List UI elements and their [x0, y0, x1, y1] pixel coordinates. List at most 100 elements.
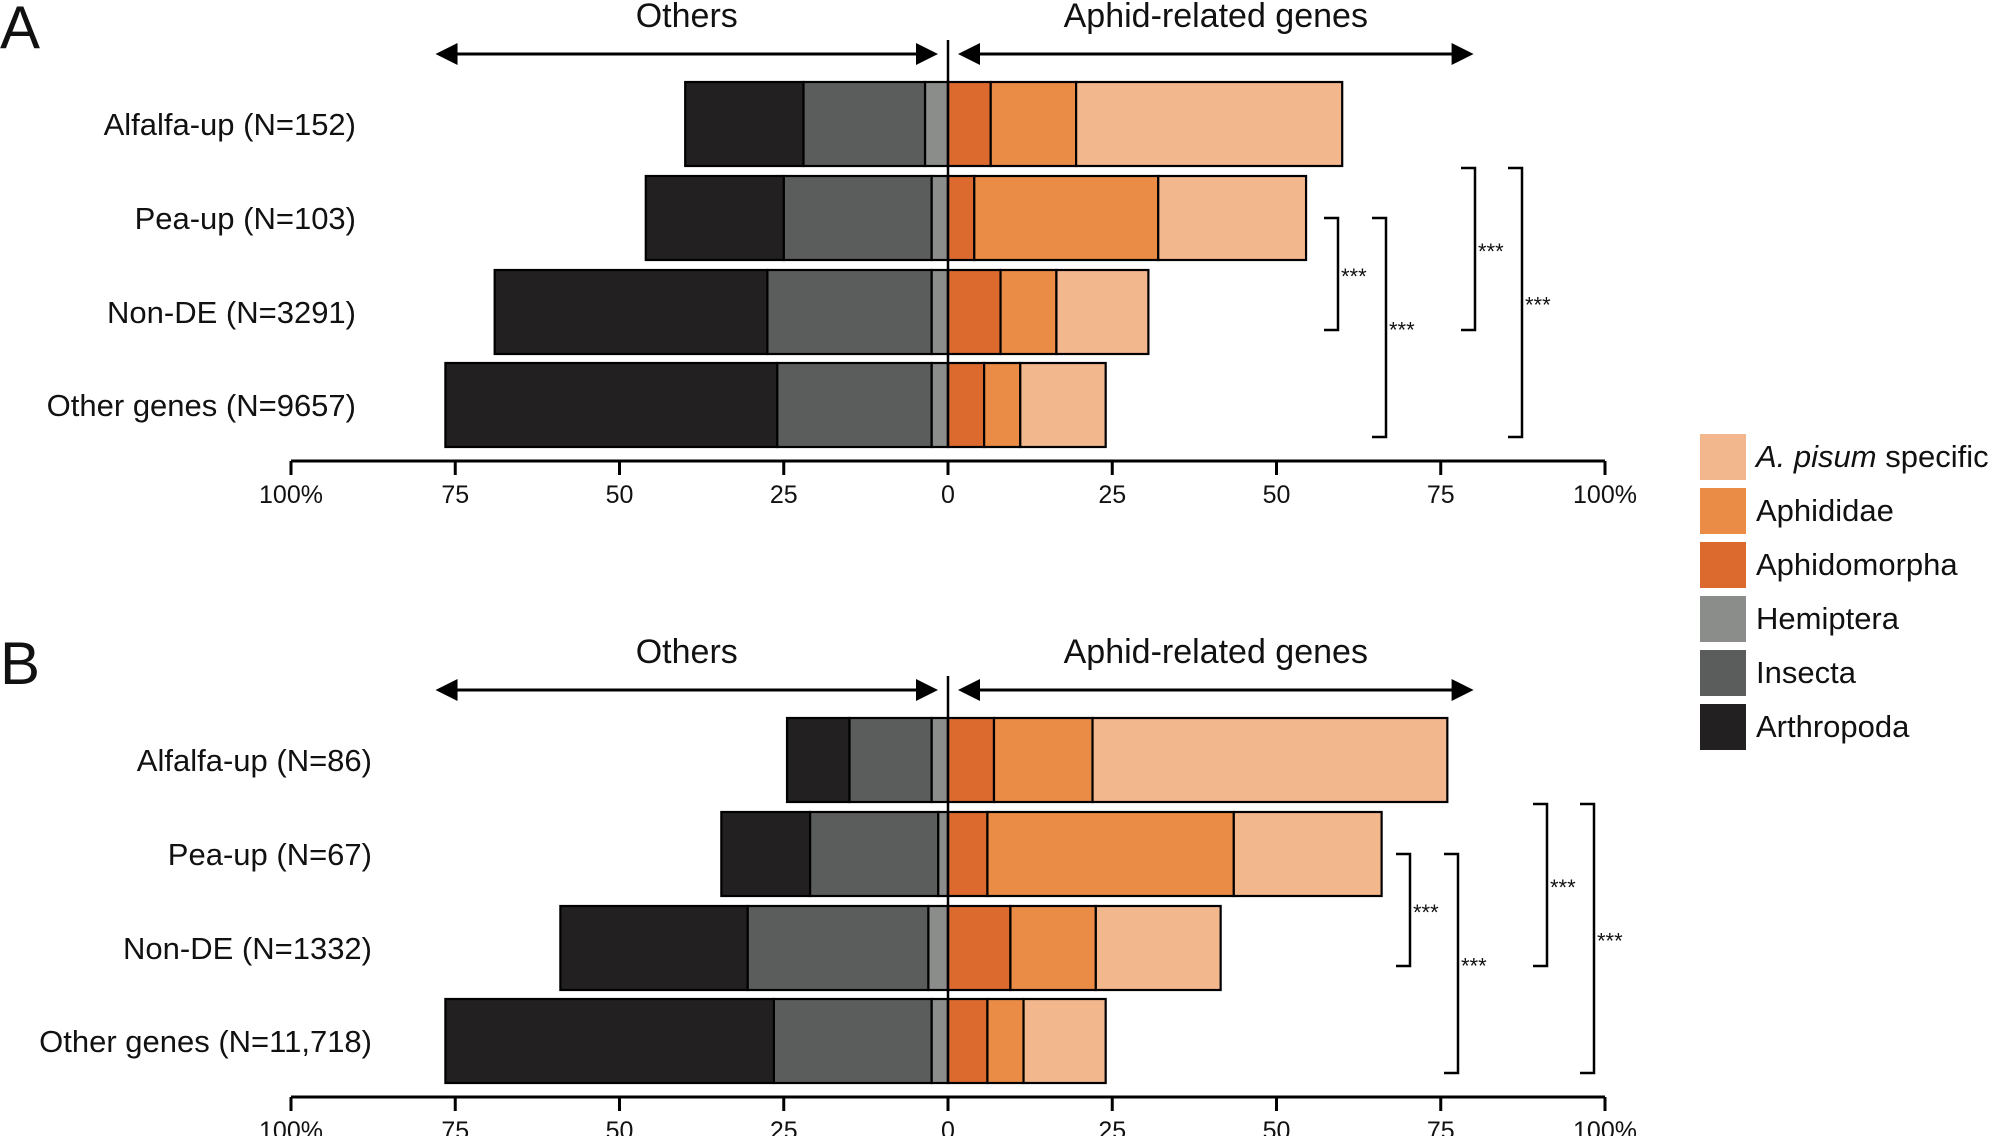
significance-bracket	[1461, 166, 1477, 332]
category-label: Alfalfa-up (N=152)	[104, 107, 356, 142]
others-group-label: Others	[636, 633, 738, 671]
category-label: Other genes (N=11,718)	[39, 1024, 372, 1059]
bar-segment-aphididae	[1009, 904, 1097, 992]
arrowhead-icon	[916, 679, 938, 701]
x-tick-label: 75	[1427, 481, 1455, 509]
bar-segment-aphididae	[989, 80, 1078, 168]
arrowhead-icon	[435, 679, 458, 701]
x-tick-label: 50	[606, 481, 634, 509]
significance-bracket	[1444, 852, 1460, 1075]
panel-label: A	[0, 0, 40, 61]
x-tick-label: 100%	[1573, 1117, 1637, 1136]
legend-label: A. pisum specific	[1756, 439, 1989, 475]
bar-segment-hemiptera	[930, 174, 950, 262]
bar-segment-aphididae	[986, 810, 1235, 898]
x-tick-label: 100%	[1573, 481, 1637, 509]
bar-segment-insecta	[782, 174, 933, 262]
legend: A. pisum specific Aphididae Aphidomorpha He…	[1700, 430, 2000, 754]
legend-item: Insecta	[1700, 646, 2000, 700]
x-tick-label: 75	[1427, 1117, 1455, 1136]
legend-label-text: Arthropoda	[1756, 709, 1910, 744]
legend-label: Aphidomorpha	[1756, 547, 1958, 583]
legend-item: Hemiptera	[1700, 592, 2000, 646]
bar-segment-hemiptera	[937, 810, 950, 898]
bar-segment-aphididae	[999, 268, 1058, 356]
x-tick-label: 75	[441, 481, 469, 509]
significance-bracket	[1580, 802, 1596, 1075]
category-label: Pea-up (N=103)	[135, 201, 356, 236]
bar-segment-insecta	[848, 716, 933, 804]
bar-segment-a-pisum-specific	[1091, 716, 1449, 804]
bar-segment-insecta	[808, 810, 940, 898]
bar-segment-aphididae	[986, 997, 1025, 1085]
x-tick-label: 100%	[259, 1117, 323, 1136]
significance-label: ***	[1550, 875, 1576, 900]
legend-swatch	[1700, 650, 1746, 696]
x-tick-label: 0	[941, 1117, 955, 1136]
bar-segment-aphidomorpha	[946, 716, 996, 804]
arrowhead-icon	[1451, 679, 1474, 701]
arrowhead-icon	[435, 43, 458, 65]
significance-bracket	[1324, 216, 1340, 332]
x-tick-label: 0	[941, 481, 955, 509]
significance-label: ***	[1461, 954, 1487, 979]
bar-segment-insecta	[766, 268, 933, 356]
bar-segment-a-pisum-specific	[1055, 268, 1150, 356]
legend-label: Insecta	[1756, 655, 1856, 691]
x-tick-label: 100%	[259, 481, 323, 509]
category-label: Non-DE (N=3291)	[107, 295, 356, 330]
significance-bracket	[1533, 802, 1549, 968]
x-tick-label: 25	[770, 1117, 798, 1136]
category-label: Other genes (N=9657)	[47, 388, 356, 423]
category-label: Pea-up (N=67)	[168, 837, 372, 872]
aphid-group-label: Aphid-related genes	[1064, 633, 1368, 671]
bar-segment-hemiptera	[930, 997, 950, 1085]
legend-label-text: Aphidomorpha	[1756, 547, 1958, 582]
panel-label: B	[0, 630, 40, 697]
bar-segment-insecta	[776, 361, 933, 449]
legend-item: Aphididae	[1700, 484, 2000, 538]
legend-label-text: Aphididae	[1756, 493, 1894, 528]
bar-segment-hemiptera	[930, 361, 950, 449]
legend-label-text: specific	[1876, 439, 1989, 474]
bar-segment-aphidomorpha	[946, 904, 1012, 992]
significance-label: ***	[1413, 900, 1439, 925]
arrowhead-icon	[916, 43, 938, 65]
bar-segment-arthropoda	[444, 361, 779, 449]
bar-segment-arthropoda	[785, 716, 851, 804]
legend-item: A. pisum specific	[1700, 430, 2000, 484]
legend-swatch	[1700, 434, 1746, 480]
bar-segment-a-pisum-specific	[1157, 174, 1308, 262]
bar-segment-hemiptera	[927, 904, 950, 992]
bar-segment-aphidomorpha	[946, 810, 989, 898]
significance-bracket	[1372, 216, 1388, 439]
legend-label: Arthropoda	[1756, 709, 1909, 745]
x-tick-label: 25	[1098, 1117, 1126, 1136]
legend-swatch	[1700, 704, 1746, 750]
others-group-label: Others	[636, 0, 738, 35]
x-tick-label: 50	[1263, 1117, 1291, 1136]
x-tick-label: 25	[770, 481, 798, 509]
bar-segment-a-pisum-specific	[1019, 361, 1107, 449]
significance-bracket	[1396, 852, 1412, 968]
bar-segment-a-pisum-specific	[1232, 810, 1383, 898]
x-tick-label: 50	[1263, 481, 1291, 509]
significance-label: ***	[1525, 293, 1551, 318]
bar-segment-hemiptera	[930, 268, 950, 356]
bar-segment-a-pisum-specific	[1094, 904, 1222, 992]
bar-segment-aphididae	[992, 716, 1094, 804]
bar-segment-aphidomorpha	[946, 80, 992, 168]
bar-segment-arthropoda	[720, 810, 812, 898]
legend-swatch	[1700, 596, 1746, 642]
significance-label: ***	[1478, 239, 1504, 264]
x-tick-label: 50	[606, 1117, 634, 1136]
bar-segment-a-pisum-specific	[1022, 997, 1107, 1085]
legend-label: Aphididae	[1756, 493, 1894, 529]
legend-item: Arthropoda	[1700, 700, 2000, 754]
arrowhead-icon	[1451, 43, 1474, 65]
legend-swatch	[1700, 542, 1746, 588]
bar-segment-insecta	[772, 997, 933, 1085]
x-tick-label: 25	[1098, 481, 1126, 509]
bar-segment-arthropoda	[684, 80, 805, 168]
